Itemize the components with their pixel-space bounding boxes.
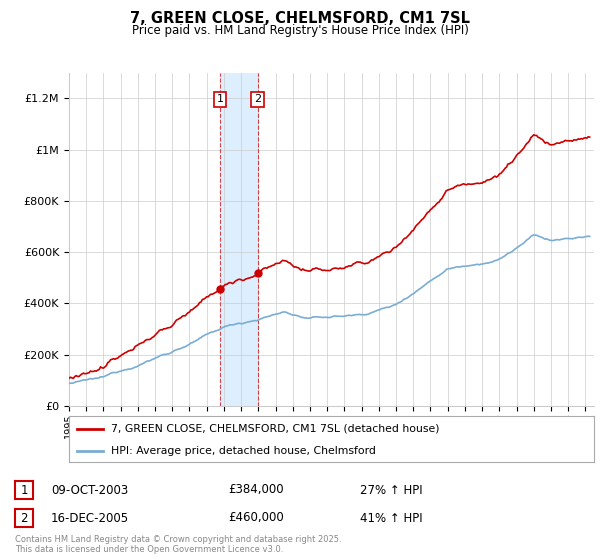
Text: 41% ↑ HPI: 41% ↑ HPI xyxy=(360,511,422,525)
Text: Price paid vs. HM Land Registry's House Price Index (HPI): Price paid vs. HM Land Registry's House … xyxy=(131,24,469,36)
Text: HPI: Average price, detached house, Chelmsford: HPI: Average price, detached house, Chel… xyxy=(111,446,376,455)
Text: £460,000: £460,000 xyxy=(228,511,284,525)
Text: 16-DEC-2005: 16-DEC-2005 xyxy=(51,511,129,525)
Text: 1: 1 xyxy=(217,95,223,105)
Text: 27% ↑ HPI: 27% ↑ HPI xyxy=(360,483,422,497)
Text: 7, GREEN CLOSE, CHELMSFORD, CM1 7SL: 7, GREEN CLOSE, CHELMSFORD, CM1 7SL xyxy=(130,11,470,26)
Text: 7, GREEN CLOSE, CHELMSFORD, CM1 7SL (detached house): 7, GREEN CLOSE, CHELMSFORD, CM1 7SL (det… xyxy=(111,424,439,434)
Bar xyxy=(220,73,257,406)
Text: 1: 1 xyxy=(20,483,28,497)
Text: 2: 2 xyxy=(20,511,28,525)
Text: £384,000: £384,000 xyxy=(228,483,284,497)
Text: Contains HM Land Registry data © Crown copyright and database right 2025.
This d: Contains HM Land Registry data © Crown c… xyxy=(15,535,341,554)
Text: 09-OCT-2003: 09-OCT-2003 xyxy=(51,483,128,497)
Text: 2: 2 xyxy=(254,95,261,105)
